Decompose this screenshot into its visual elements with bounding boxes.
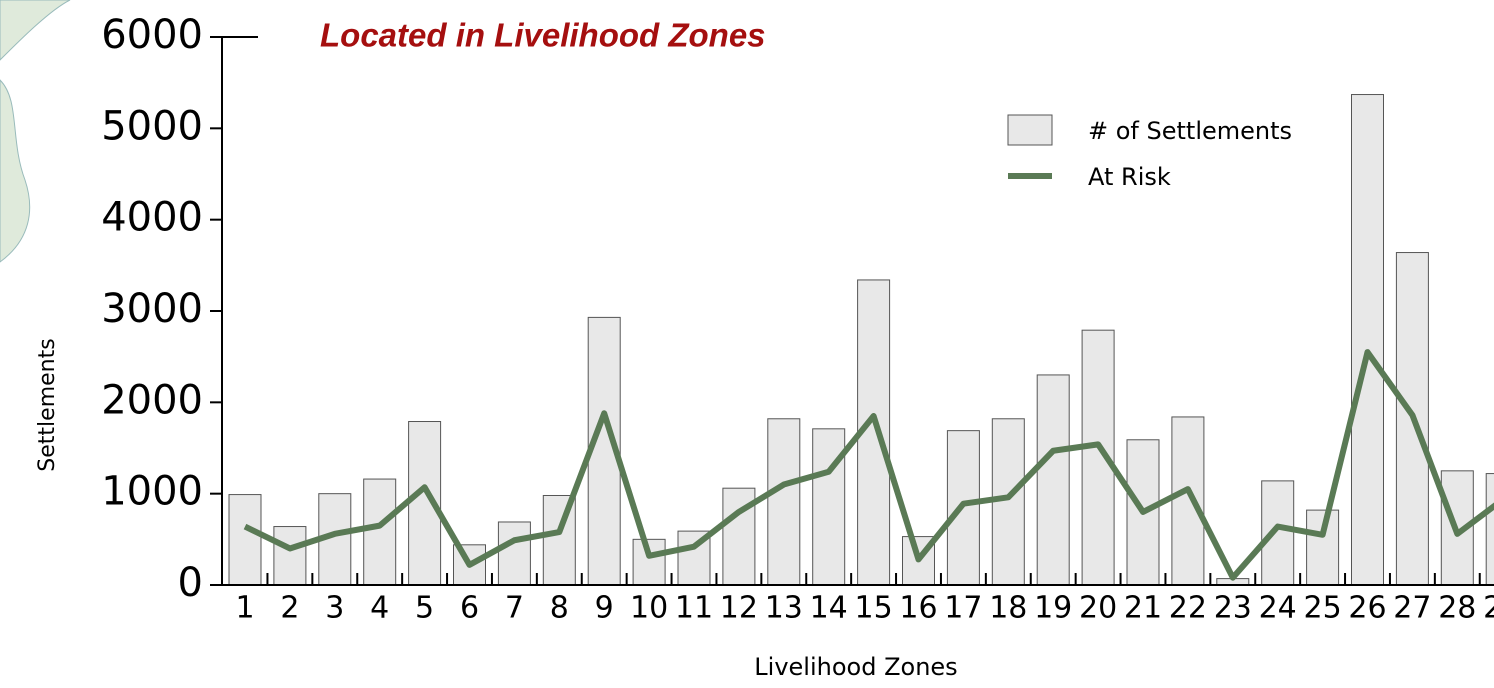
y-axis-title: Settlements <box>35 338 60 471</box>
x-tick-label: 19 <box>1034 591 1072 626</box>
x-tick-label: 4 <box>370 591 389 626</box>
y-tick-label: 5000 <box>101 103 203 149</box>
x-tick-label: 21 <box>1124 591 1162 626</box>
bar <box>1307 510 1339 585</box>
x-tick-label: 9 <box>595 591 614 626</box>
x-tick-label: 6 <box>460 591 479 626</box>
bar <box>1352 95 1384 585</box>
y-tick-label: 1000 <box>101 469 203 515</box>
x-tick-label: 20 <box>1079 591 1117 626</box>
legend-swatch <box>1008 115 1052 145</box>
x-tick-label: 16 <box>899 591 937 626</box>
bar <box>364 479 396 585</box>
map-fragment <box>0 0 70 262</box>
y-tick-label: 6000 <box>101 12 203 58</box>
chart-title: Located in Livelihood Zones <box>320 17 766 54</box>
x-axis-title: Livelihood Zones <box>754 653 957 681</box>
x-tick-label: 5 <box>415 591 434 626</box>
legend-label: At Risk <box>1088 163 1171 191</box>
bar <box>229 495 261 585</box>
bar <box>274 527 306 585</box>
bar <box>768 419 800 585</box>
bar <box>813 429 845 585</box>
y-tick-label: 4000 <box>101 195 203 241</box>
x-tick-label: 29 <box>1483 591 1494 626</box>
bar <box>1172 417 1204 585</box>
x-tick-label: 3 <box>325 591 344 626</box>
y-tick-label: 3000 <box>101 286 203 332</box>
x-tick-label: 15 <box>855 591 893 626</box>
x-tick-label: 17 <box>944 591 982 626</box>
x-tick-label: 13 <box>765 591 803 626</box>
x-tick-label: 26 <box>1348 591 1386 626</box>
x-tick-label: 1 <box>235 591 254 626</box>
x-tick-label: 7 <box>505 591 524 626</box>
legend-label: # of Settlements <box>1088 117 1292 145</box>
y-tick-label: 2000 <box>101 377 203 423</box>
x-tick-label: 28 <box>1438 591 1476 626</box>
x-tick-label: 18 <box>989 591 1027 626</box>
x-tick-label: 22 <box>1169 591 1207 626</box>
bar <box>1037 375 1069 585</box>
x-tick-label: 27 <box>1393 591 1431 626</box>
x-tick-label: 14 <box>810 591 848 626</box>
x-tick-label: 23 <box>1214 591 1252 626</box>
x-tick-label: 11 <box>675 591 713 626</box>
x-tick-label: 24 <box>1259 591 1297 626</box>
x-tick-label: 25 <box>1304 591 1342 626</box>
chart: Located in Livelihood Zones Livelihood Z… <box>0 0 1494 688</box>
x-tick-label: 10 <box>630 591 668 626</box>
bar <box>1486 474 1494 585</box>
page: Located in Livelihood Zones Livelihood Z… <box>0 0 1494 688</box>
bar <box>498 522 530 585</box>
bar <box>1262 481 1294 585</box>
x-tick-label: 8 <box>550 591 569 626</box>
x-tick-label: 2 <box>280 591 299 626</box>
y-tick-label: 0 <box>178 560 203 606</box>
x-tick-label: 12 <box>720 591 758 626</box>
